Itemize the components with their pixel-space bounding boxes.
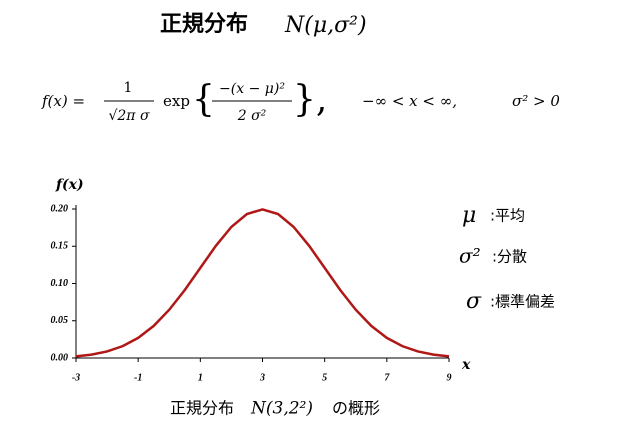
title: 正規分布 — [160, 11, 248, 37]
x-tick-label: 9 — [447, 372, 452, 383]
y-axis-label: f(x) — [55, 177, 84, 193]
legend-symbol: σ² — [459, 244, 481, 268]
y-tick-label: 0.20 — [51, 203, 69, 214]
legend-symbol: σ — [466, 289, 482, 314]
formula-lhs: f(x) = — [41, 92, 85, 110]
y-tick-label: 0.10 — [51, 278, 69, 289]
legend-symbol: μ — [462, 203, 476, 228]
y-tick-label: 0.15 — [51, 241, 69, 252]
curve — [75, 208, 450, 358]
y-tick-label: 0.00 — [51, 352, 69, 363]
formula-exp-den: 2 σ² — [237, 108, 267, 124]
caption: 正規分布 — [170, 399, 234, 418]
legend-meaning: :標準偏差 — [490, 293, 555, 311]
legend-meaning: :平均 — [490, 207, 525, 225]
x-tick-label: 3 — [259, 372, 265, 383]
x-axis-label: x — [461, 357, 471, 373]
x-tick-label: -3 — [72, 372, 80, 383]
formula-coef-num: 1 — [124, 80, 133, 96]
x-tick-label: 5 — [322, 372, 327, 383]
formula-domain: −∞ < x < ∞, — [362, 92, 457, 110]
formula-coef-den: √2π σ — [108, 108, 149, 124]
legend-meaning: :分散 — [492, 248, 527, 266]
caption-suffix: の概形 — [332, 399, 380, 418]
title-notation: N(μ,σ²) — [284, 13, 367, 38]
x-tick-label: -1 — [134, 372, 142, 383]
formula-close-brace: }, — [293, 79, 327, 120]
x-tick-label: 1 — [198, 372, 203, 383]
y-tick-label: 0.05 — [51, 315, 69, 326]
formula-open-brace: { — [192, 79, 215, 120]
formula-condition: σ² > 0 — [512, 92, 560, 110]
caption-notation: N(3,2²) — [250, 399, 313, 419]
formula-exp-num: −(x − μ)² — [219, 81, 285, 97]
formula-exp: exp — [163, 92, 190, 110]
x-tick-label: 7 — [384, 372, 390, 383]
